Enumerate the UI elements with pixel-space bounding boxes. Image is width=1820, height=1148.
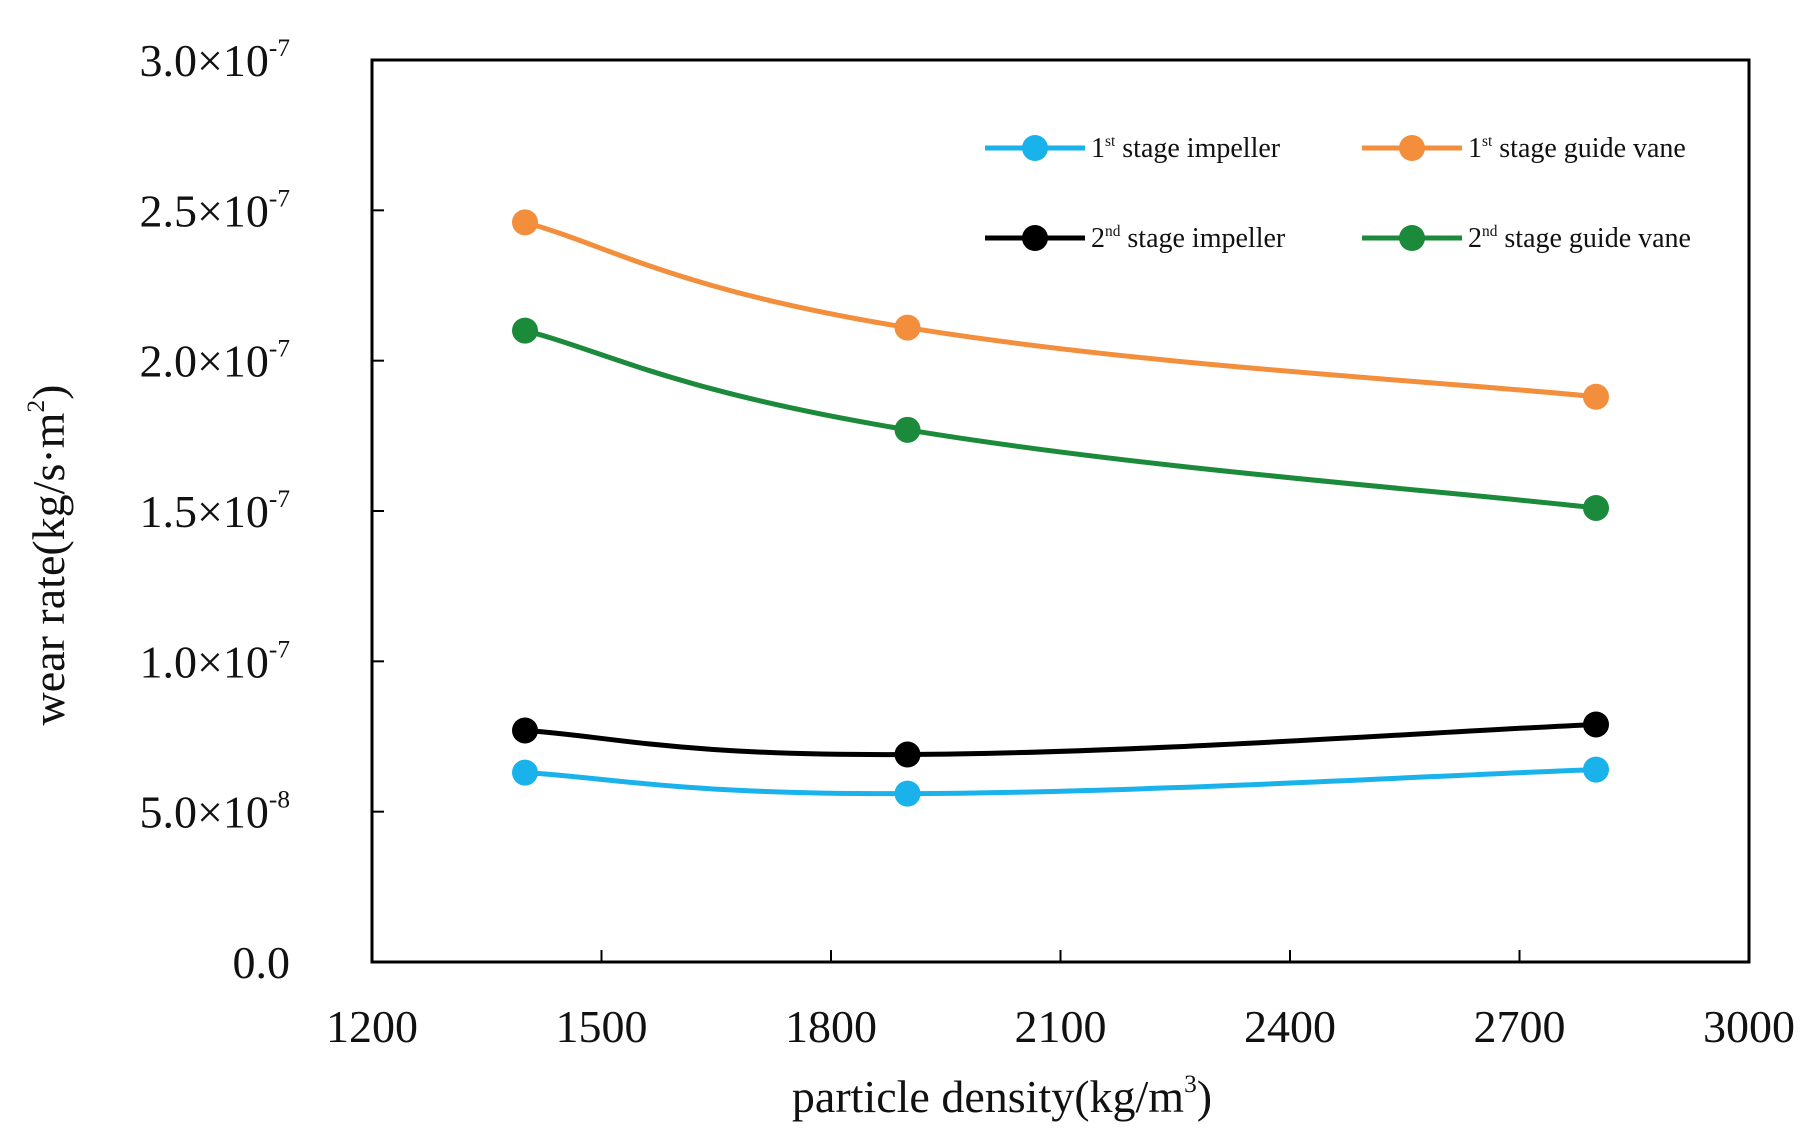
y-tick-label: 2.0×10-7	[139, 335, 290, 387]
series-3	[512, 317, 1609, 521]
data-point	[512, 759, 538, 786]
x-tick-label: 2700	[1474, 1001, 1566, 1052]
legend-marker	[1022, 225, 1048, 251]
y-tick-label: 5.0×10-8	[139, 786, 290, 838]
legend-item: 1st stage guide vane	[1362, 133, 1686, 164]
series-layer	[512, 209, 1609, 807]
y-axis-title: wear rate(kg/s·m2)	[22, 385, 74, 726]
legend-label: 1st stage guide vane	[1468, 133, 1686, 164]
series-line	[524, 721, 1597, 758]
series-line	[524, 328, 1597, 511]
x-axis-title: particle density(kg/m3)	[792, 1070, 1212, 1122]
data-point	[512, 209, 538, 236]
x-tick-label: 1800	[785, 1001, 877, 1052]
series-0	[512, 756, 1609, 807]
legend-marker	[1399, 225, 1425, 251]
legend-item: 2nd stage guide vane	[1362, 223, 1691, 254]
data-point	[512, 717, 538, 744]
y-tick-label: 3.0×10-7	[139, 34, 290, 86]
legend-marker	[1022, 135, 1048, 161]
series-line	[524, 219, 1597, 400]
data-point	[1583, 711, 1609, 738]
y-tick-label: 1.0×10-7	[139, 635, 290, 687]
data-point	[1583, 494, 1609, 521]
legend: 1st stage impeller 1st stage guide vane 2n…	[985, 133, 1691, 254]
data-point	[1583, 383, 1609, 410]
series-2	[512, 711, 1609, 768]
legend-label: 2nd stage guide vane	[1468, 223, 1691, 254]
x-tick-label: 3000	[1703, 1001, 1795, 1052]
data-point	[1583, 756, 1609, 783]
series-line	[524, 767, 1597, 797]
legend-label: 2nd stage impeller	[1091, 223, 1286, 254]
y-tick-label: 2.5×10-7	[139, 184, 290, 236]
legend-item: 2nd stage impeller	[985, 223, 1286, 254]
legend-item: 1st stage impeller	[985, 133, 1281, 164]
series-1	[512, 209, 1609, 410]
y-tick-label: 0.0	[233, 937, 291, 988]
data-point	[894, 416, 921, 443]
y-tick-label: 1.5×10-7	[139, 485, 290, 537]
x-tick-label: 1500	[556, 1001, 648, 1052]
x-tick-label: 2100	[1015, 1001, 1107, 1052]
data-point	[894, 780, 921, 807]
data-point	[894, 741, 921, 768]
data-point	[894, 314, 921, 341]
x-tick-label: 2400	[1244, 1001, 1336, 1052]
axis-ticks: 1200 1500 1800 2100 2400 2700 3000 0.0 5.0×10-8 1…	[139, 34, 1795, 1052]
x-tick-label: 1200	[326, 1001, 418, 1052]
plot-frame	[370, 58, 1751, 964]
legend-label: 1st stage impeller	[1091, 133, 1281, 164]
legend-marker	[1399, 135, 1425, 161]
data-point	[512, 317, 538, 344]
